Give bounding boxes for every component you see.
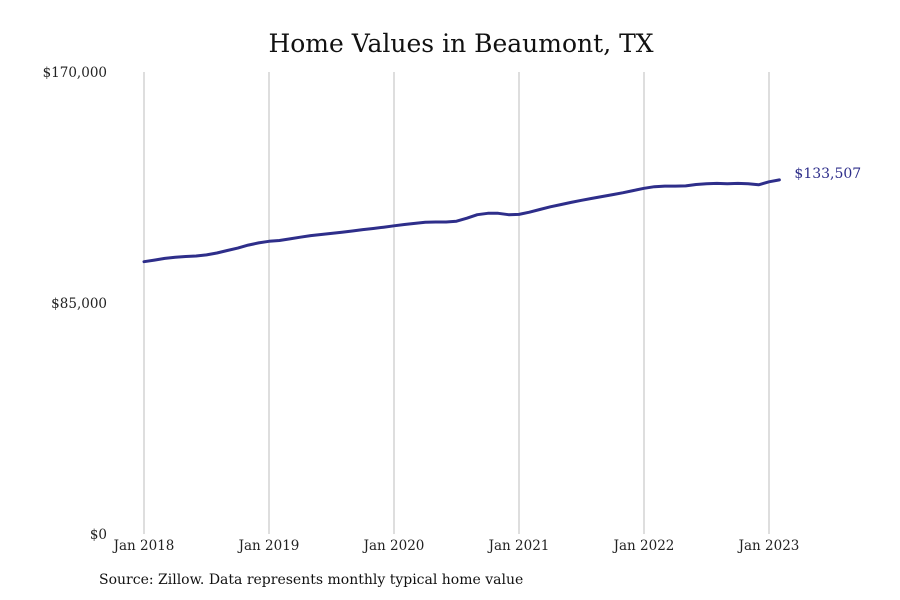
chart-title: Home Values in Beaumont, TX — [268, 29, 653, 58]
y-tick-label: $170,000 — [43, 65, 107, 81]
x-tick-label: Jan 2018 — [112, 538, 175, 554]
x-tick-label: Jan 2023 — [737, 538, 800, 554]
latest-value-label: $133,507 — [794, 166, 861, 182]
gridlines — [143, 72, 770, 534]
x-tick-label: Jan 2021 — [487, 538, 550, 554]
y-tick-label: $0 — [90, 527, 107, 543]
x-tick-label: Jan 2019 — [237, 538, 300, 554]
x-tick-label: Jan 2020 — [362, 538, 425, 554]
source-note: Source: Zillow. Data represents monthly … — [99, 572, 524, 588]
home-value-line — [142, 178, 781, 264]
y-tick-label: $85,000 — [51, 296, 107, 312]
x-tick-label: Jan 2022 — [612, 538, 675, 554]
x-axis-ticks: Jan 2018 Jan 2019 Jan 2020 Jan 2021 Jan 2022… — [112, 538, 800, 554]
y-axis-ticks: $0 $85,000 $170,000 — [43, 65, 107, 543]
